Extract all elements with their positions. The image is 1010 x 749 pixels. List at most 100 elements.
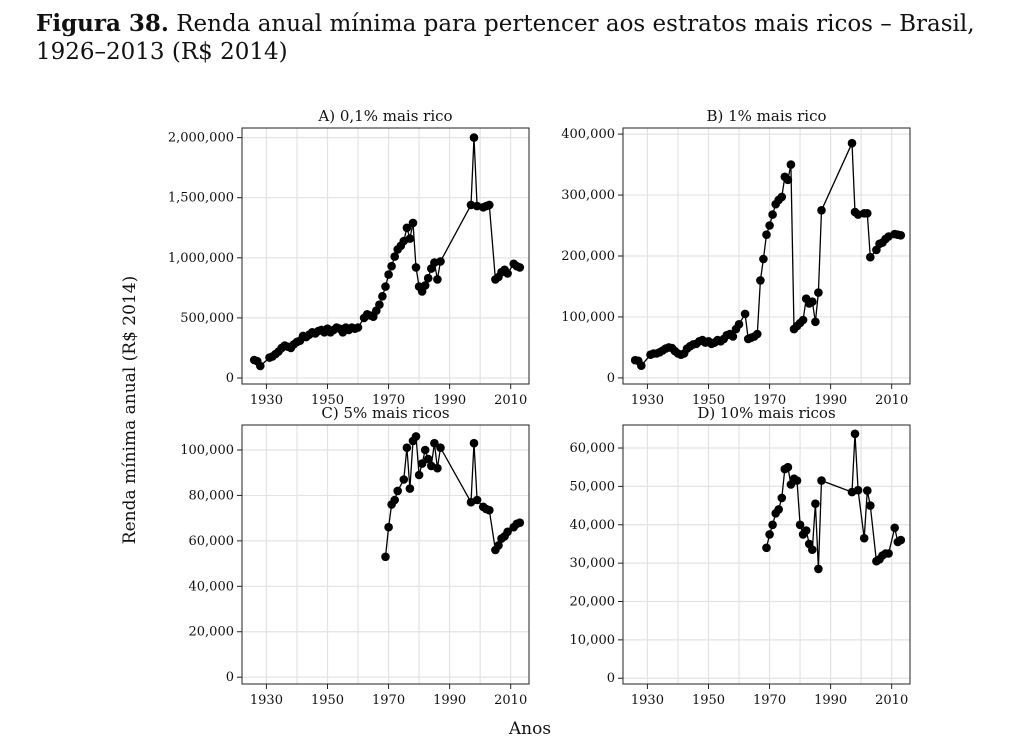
panel-b-data-point xyxy=(777,192,787,202)
panel-a-y-tick-label: 500,000 xyxy=(180,311,234,326)
panel-c-x-tick-label: 1930 xyxy=(250,693,283,708)
panel-a-y-tick-label: 1,000,000 xyxy=(168,251,234,266)
panel-c-data-point xyxy=(417,459,427,468)
panel-d-y-tick-label: 60,000 xyxy=(570,441,616,456)
panel-c-data-point xyxy=(399,475,409,484)
panel-a-data-point xyxy=(390,252,400,261)
panel-b-data-point xyxy=(786,160,796,169)
panel-c-y-tick-label: 80,000 xyxy=(189,488,235,503)
panel-b: 0 100,000 200,000 300,000 400,000 1930 1950 197… xyxy=(561,107,911,408)
panel-a-data-point xyxy=(255,361,265,371)
panel-b-data-point xyxy=(762,230,771,239)
panel-a-x-tick-label: 1950 xyxy=(311,393,344,408)
panel-a-data-point xyxy=(378,292,387,301)
panel-d-y-tick-label: 0 xyxy=(607,671,615,686)
panel-a-x-tick-label: 1970 xyxy=(372,393,405,408)
panel-b-data-point xyxy=(814,288,823,297)
panel-d-y-tick-label: 20,000 xyxy=(570,595,616,610)
panel-b-y-tick-label: 200,000 xyxy=(561,249,615,264)
panel-b-data-point xyxy=(765,221,774,230)
panel-c-data-point xyxy=(503,527,512,537)
panel-c-y-tick-label: 100,000 xyxy=(180,443,234,458)
panel-c-y-tick-label: 60,000 xyxy=(189,534,235,549)
panel-a-plot-area xyxy=(242,128,529,384)
panel-c-x-tick-label: 1970 xyxy=(372,693,405,708)
panel-d-data-point xyxy=(817,476,826,485)
panel-b-title: B) 1% mais rico xyxy=(706,107,826,125)
panel-d-x-tick-label: 1930 xyxy=(631,693,664,708)
panel-b-data-point xyxy=(863,209,872,218)
panel-c-data-point xyxy=(485,505,494,515)
panel-d-data-point xyxy=(814,564,823,574)
panel-a-data-point xyxy=(420,281,430,290)
panel-a-data-point xyxy=(353,323,363,332)
panel-c-data-point xyxy=(430,438,439,448)
panel-b-data-point xyxy=(759,254,768,264)
panel-c-data-point xyxy=(393,486,403,496)
panel-c-x-tick-label: 2010 xyxy=(494,693,527,708)
panel-b-data-point xyxy=(768,210,777,219)
panel-c-data-point xyxy=(402,443,412,453)
panel-d-data-point xyxy=(808,545,817,554)
panel-b-x-tick-label: 1930 xyxy=(631,393,664,408)
panel-c-data-point xyxy=(390,495,400,505)
figure-title-text: Renda anual mínima para pertencer aos es… xyxy=(36,11,975,65)
panel-a-data-point xyxy=(387,261,396,271)
figure-title: Figura 38. Renda anual mínima para perte… xyxy=(36,10,1001,66)
panel-b-x-tick-label: 1970 xyxy=(753,393,786,408)
panel-b-y-tick-label: 100,000 xyxy=(561,310,615,325)
panel-d-data-point xyxy=(801,526,811,535)
panel-b-y-tick-label: 0 xyxy=(607,371,615,386)
figure-label: Figura 38. xyxy=(36,10,169,37)
panel-d-data-point xyxy=(783,462,793,472)
panel-c-data-point xyxy=(472,495,482,505)
panel-d-frame xyxy=(622,424,911,685)
panel-d-y-tick-label: 30,000 xyxy=(570,556,616,571)
panel-c-x-tick-label: 1950 xyxy=(311,693,344,708)
panel-d-data-point xyxy=(853,485,863,495)
panel-a-x-tick-label: 2010 xyxy=(494,393,527,408)
panel-c-frame xyxy=(241,424,530,685)
panel-c-x-tick-label: 1990 xyxy=(433,693,466,708)
panels-root: 0 500,000 1,000,000 1,500,000 2,000,000 1930 1… xyxy=(168,107,911,708)
panel-c-data-point xyxy=(411,432,421,441)
panel-d-data-point xyxy=(863,486,872,495)
panel-d-y-tick-label: 50,000 xyxy=(570,479,616,494)
panel-a-data-point xyxy=(436,257,445,266)
panel-b-data-point xyxy=(808,297,817,307)
panel-d-x-tick-label: 1990 xyxy=(814,693,847,708)
panel-a-data-point xyxy=(423,273,433,283)
panel-d-data-point xyxy=(792,476,802,485)
panel-b-data-point xyxy=(783,175,793,185)
panel-d-data-point xyxy=(777,493,787,503)
panel-b-data-point xyxy=(756,276,765,285)
panel-c-data-point xyxy=(405,484,415,493)
panel-c-data-point xyxy=(469,438,479,448)
panel-b-x-tick-label: 1950 xyxy=(692,393,725,408)
panel-a-data-point xyxy=(384,270,393,279)
panel-c-data-point xyxy=(420,445,430,455)
panel-d-data-point xyxy=(795,520,805,530)
panel-d-x-tick-label: 1970 xyxy=(753,693,786,708)
panel-c-data-point xyxy=(381,552,390,562)
panel-c-data-point xyxy=(414,470,424,480)
panel-d-plot-area xyxy=(623,425,910,684)
panel-d-data-point xyxy=(884,549,893,558)
panel-c-y-tick-label: 40,000 xyxy=(189,579,235,594)
panel-d-data-point xyxy=(774,505,783,514)
panel-b-x-tick-label: 1990 xyxy=(814,393,847,408)
panel-b-data-point xyxy=(896,231,906,240)
panel-d-data-point xyxy=(768,520,777,530)
panel-d-data-point xyxy=(811,499,820,509)
panel-a-data-point xyxy=(381,282,390,291)
panel-d-data-point xyxy=(762,543,771,553)
panel-a-y-tick-label: 1,500,000 xyxy=(168,191,234,206)
panel-d-data-point xyxy=(765,530,774,539)
panel-a-data-point xyxy=(405,234,415,243)
panel-a-title: A) 0,1% mais rico xyxy=(317,107,452,125)
panel-c-data-point xyxy=(436,443,445,453)
panel-b-y-tick-label: 300,000 xyxy=(561,188,615,203)
panel-a-y-tick-label: 0 xyxy=(226,371,234,386)
panel-c-data-point xyxy=(423,454,433,464)
